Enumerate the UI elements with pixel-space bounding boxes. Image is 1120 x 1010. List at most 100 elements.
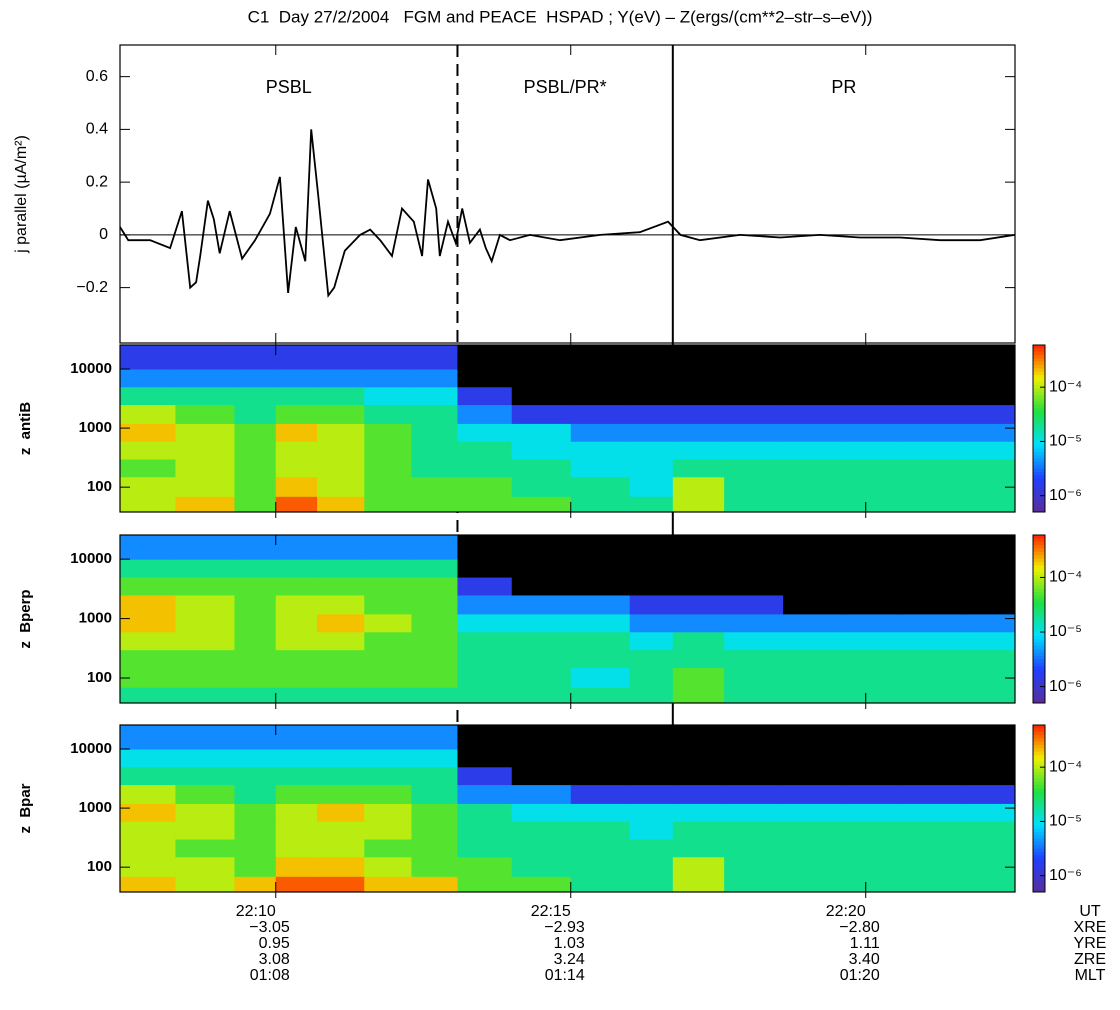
spectrogram-cell — [175, 404, 235, 424]
y-tick-label: 100 — [87, 669, 112, 686]
spectrogram-cell — [275, 476, 318, 497]
colorbar-tick-label: 10⁻⁴ — [1049, 758, 1082, 775]
colorbar-segment — [1033, 888, 1045, 893]
colorbar-segment — [1033, 401, 1045, 406]
colorbar-segment — [1033, 696, 1045, 701]
spectrogram-cell — [364, 476, 412, 497]
spectrogram-cell — [570, 423, 631, 442]
region-label: PSBL/PR* — [524, 77, 607, 97]
spectrogram-cell — [960, 458, 1016, 478]
spectrogram-cell — [317, 594, 365, 615]
spectrogram-cell — [175, 345, 235, 370]
spectrogram-cell — [364, 631, 412, 651]
spectrogram-cell — [275, 496, 318, 513]
spectrogram-cell — [120, 559, 176, 578]
spectrogram-cell — [234, 725, 277, 750]
spectrogram-cell — [175, 577, 235, 596]
spectrogram-cell — [901, 535, 961, 560]
spectrogram-cell — [234, 535, 277, 560]
spectrogram-cell — [511, 458, 572, 478]
spectrogram-cell — [175, 838, 235, 858]
spectrogram-cell — [457, 345, 513, 370]
spectrogram-cell — [317, 613, 365, 633]
colorbar-segment — [1033, 588, 1045, 593]
spectrogram-cell — [960, 559, 1016, 578]
y-tick-label: 100 — [87, 858, 112, 875]
spectrogram-cell — [234, 667, 277, 688]
spectrogram-cell — [629, 631, 674, 651]
spectrogram-cell — [783, 749, 843, 768]
spectrogram-cell — [672, 687, 725, 704]
spectrogram-cell — [175, 856, 235, 877]
spectrogram-cell — [842, 725, 902, 750]
spectrogram-cell — [842, 496, 902, 513]
colorbar-segment — [1033, 699, 1045, 704]
spectrogram-cell — [724, 441, 784, 460]
spectrogram-cell — [783, 631, 843, 651]
spectrogram-cell — [411, 345, 458, 370]
spectrogram-cell — [364, 613, 412, 633]
spectrogram-cell — [570, 386, 631, 406]
spectrogram-cell — [570, 667, 631, 688]
spectrogram-cell — [960, 876, 1016, 893]
spectrogram-cell — [724, 559, 784, 578]
spectrogram-cell — [629, 803, 674, 822]
spectrogram-cell — [411, 423, 458, 442]
spectrogram-cell — [511, 667, 572, 688]
spectrogram-cell — [629, 535, 674, 560]
spectrogram-cell — [511, 766, 572, 786]
spectrogram-cell — [783, 594, 843, 615]
spectrogram-cell — [234, 876, 277, 893]
spectrogram-cell — [672, 803, 725, 822]
colorbar-segment — [1033, 475, 1045, 480]
colorbar-segment — [1033, 425, 1045, 429]
spectrogram-cell — [120, 876, 176, 893]
spectrogram-cell — [457, 594, 513, 615]
spectrogram-cell — [570, 441, 631, 460]
spectrogram-cell — [901, 687, 961, 704]
spectrogram-cell — [411, 441, 458, 460]
spectrogram-cell — [120, 369, 176, 388]
spectrogram-cell — [511, 821, 572, 840]
colorbar-segment — [1033, 358, 1045, 363]
spectrogram-cell — [960, 667, 1016, 688]
spectrogram-cell — [364, 821, 412, 840]
spectrogram-cell — [175, 687, 235, 704]
spectrogram-cell — [672, 535, 725, 560]
spectrogram-cell — [234, 345, 277, 370]
colorbar-segment — [1033, 595, 1045, 600]
colorbar-segment — [1033, 642, 1045, 647]
spectrogram-cell — [364, 784, 412, 804]
spectrogram-cell — [783, 856, 843, 877]
spectrogram-cell — [511, 386, 572, 406]
spectrogram-cell — [724, 577, 784, 596]
spectrogram-cell — [960, 345, 1016, 370]
spectrogram-cell — [364, 496, 412, 513]
spectrogram-cell — [570, 749, 631, 768]
spectrogram-cell — [275, 749, 318, 768]
spectrogram-cell — [457, 476, 513, 497]
colorbar-segment — [1033, 676, 1045, 680]
spectrogram-cell — [234, 404, 277, 424]
colorbar-segment — [1033, 602, 1045, 607]
spectrogram-cell — [783, 613, 843, 633]
spectrogram-cell — [511, 404, 572, 424]
y-tick-label: 0.4 — [86, 121, 108, 138]
spectrogram-cell — [275, 577, 318, 596]
spectrogram-cell — [364, 441, 412, 460]
spectrogram-cell — [629, 559, 674, 578]
spectrogram-cell — [960, 577, 1016, 596]
spectrogram-cell — [317, 838, 365, 858]
spectrogram-cell — [364, 749, 412, 768]
spectrogram-cell — [842, 458, 902, 478]
ephemeris-value: −3.05 — [249, 919, 290, 936]
colorbar-segment — [1033, 545, 1045, 549]
spectrogram-cell — [120, 784, 176, 804]
spectrogram-cell — [672, 649, 725, 669]
colorbar-segment — [1033, 659, 1045, 664]
colorbar-segment — [1033, 791, 1045, 796]
colorbar-segment — [1033, 598, 1045, 603]
colorbar-segment — [1033, 811, 1045, 816]
spectrogram-cell — [960, 369, 1016, 388]
colorbar-segment — [1033, 612, 1045, 617]
